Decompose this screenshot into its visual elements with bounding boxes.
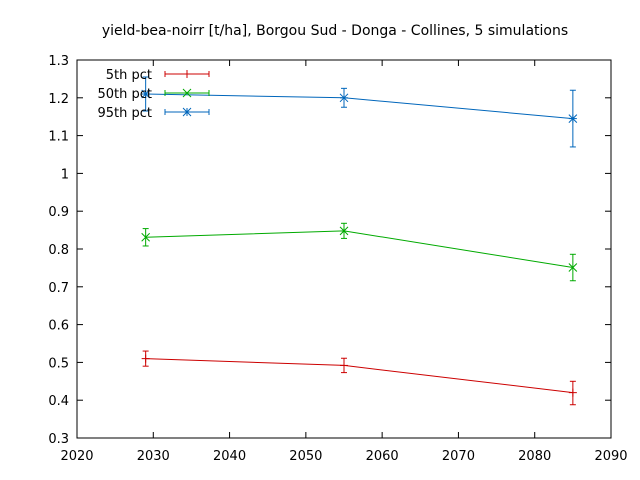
series-line xyxy=(145,93,573,120)
chart-title: yield-bea-noirr [t/ha], Borgou Sud - Don… xyxy=(102,23,568,39)
data-point xyxy=(568,388,577,397)
legend-marker xyxy=(183,70,191,78)
y-tick-label: 0.3 xyxy=(48,432,69,447)
x-tick-label: 2040 xyxy=(213,449,246,464)
data-point xyxy=(340,361,348,370)
legend-marker xyxy=(182,88,192,98)
data-point-stroke xyxy=(568,263,578,272)
legend-marker-stroke xyxy=(182,107,192,117)
x-tick-label: 2080 xyxy=(518,449,551,464)
y-tick-label: 1.1 xyxy=(48,130,69,145)
legend-label: 95th pct xyxy=(97,106,152,121)
y-tick-label: 1 xyxy=(61,167,69,182)
series-line xyxy=(145,358,573,394)
plot-frame xyxy=(76,59,612,439)
data-point-stroke xyxy=(141,232,151,242)
y-axis: 0.3 0.4 0.5 0.6 0.7 0.8 0.9 1 1.1 1.2 1.3 xyxy=(48,54,611,447)
legend-marker-stroke xyxy=(182,88,192,98)
y-tick-label: 0.4 xyxy=(48,394,69,409)
x-axis: 2020 2030 2040 2050 2060 2070 2080 2090 xyxy=(60,60,628,464)
y-tick-label: 1.2 xyxy=(48,92,69,107)
legend-label: 50th pct xyxy=(97,87,152,102)
y-tick-label: 0.7 xyxy=(48,281,69,296)
series-1 xyxy=(141,222,578,282)
legend: 5th pct 50th pct 95th pct xyxy=(97,68,210,121)
y-tick-label: 0.5 xyxy=(48,356,69,371)
x-tick-label: 2050 xyxy=(289,449,322,464)
data-point-stroke xyxy=(568,114,578,123)
legend-label: 5th pct xyxy=(106,68,152,83)
legend-marker xyxy=(182,107,192,117)
series-0 xyxy=(141,350,577,406)
x-tick-label: 2020 xyxy=(60,449,93,464)
data-point-stroke xyxy=(141,89,151,99)
y-tick-label: 0.6 xyxy=(48,319,69,334)
data-point-stroke xyxy=(339,93,349,103)
data-point xyxy=(141,354,150,363)
legend-item: 95th pct xyxy=(97,106,210,121)
legend-item: 5th pct xyxy=(106,68,210,83)
x-tick-label: 2090 xyxy=(594,449,627,464)
x-tick-label: 2070 xyxy=(442,449,475,464)
data-point xyxy=(339,93,349,103)
y-tick-label: 0.9 xyxy=(48,205,69,220)
y-tick-label: 0.8 xyxy=(48,243,69,258)
data-point xyxy=(339,226,349,236)
y-tick-label: 1.3 xyxy=(48,54,69,69)
data-point xyxy=(568,114,578,123)
series-layer xyxy=(141,76,578,406)
series-line xyxy=(145,230,573,269)
x-tick-label: 2060 xyxy=(366,449,399,464)
data-point xyxy=(568,263,578,272)
plot-border xyxy=(76,59,612,439)
series-2 xyxy=(141,76,578,148)
legend-item: 50th pct xyxy=(97,87,210,102)
data-point xyxy=(141,232,151,242)
data-point xyxy=(141,89,151,99)
x-tick-label: 2030 xyxy=(137,449,170,464)
data-point-stroke xyxy=(339,226,349,236)
